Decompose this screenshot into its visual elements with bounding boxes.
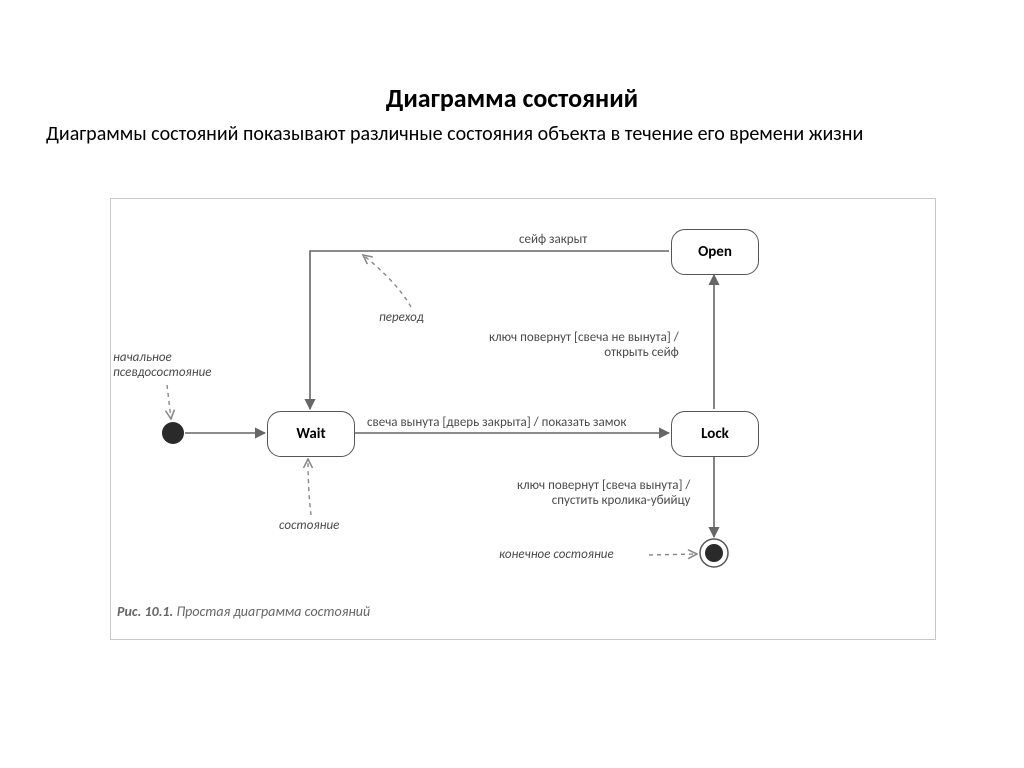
annotation-arrow-transition — [363, 255, 411, 307]
initial-pseudostate — [162, 422, 184, 444]
annotation-arrow-final — [649, 554, 697, 555]
annotation-arrow-state — [308, 459, 311, 515]
page-subtitle: Диаграммы состояний показывают различные… — [46, 122, 978, 146]
annotation-arrow-initial — [167, 385, 171, 419]
edge-label-lock-to-open: ключ повернут [свеча не вынута] / открыт… — [489, 331, 679, 361]
state-diagram: Wait Lock Open сейф закрыт ключ повернут… — [110, 198, 936, 640]
state-wait: Wait — [267, 411, 355, 457]
figure-caption-prefix: Рис. 10.1. — [117, 603, 173, 620]
edge-label-lock-to-final: ключ повернут [свеча вынута] / спустить … — [517, 479, 690, 509]
page-title: Диаграмма состояний — [0, 82, 1024, 114]
state-open: Open — [671, 229, 759, 275]
page-root: Диаграмма состояний Диаграммы состояний … — [0, 0, 1024, 768]
final-pseudostate — [700, 539, 728, 567]
annotation-state: состояние — [279, 519, 339, 534]
figure-caption: Рис. 10.1. Простая диаграмма состояний — [117, 603, 370, 620]
figure-caption-text: Простая диаграмма состояний — [176, 603, 370, 620]
annotation-transition: переход — [379, 311, 424, 326]
annotation-initial: начальное псевдосостояние — [113, 351, 211, 381]
edge-label-open-to-wait: сейф закрыт — [519, 233, 587, 248]
edge-label-wait-to-lock: свеча вынута [дверь закрыта] / показать … — [367, 416, 626, 431]
annotation-final: конечное состояние — [499, 548, 614, 563]
state-lock: Lock — [671, 411, 759, 457]
